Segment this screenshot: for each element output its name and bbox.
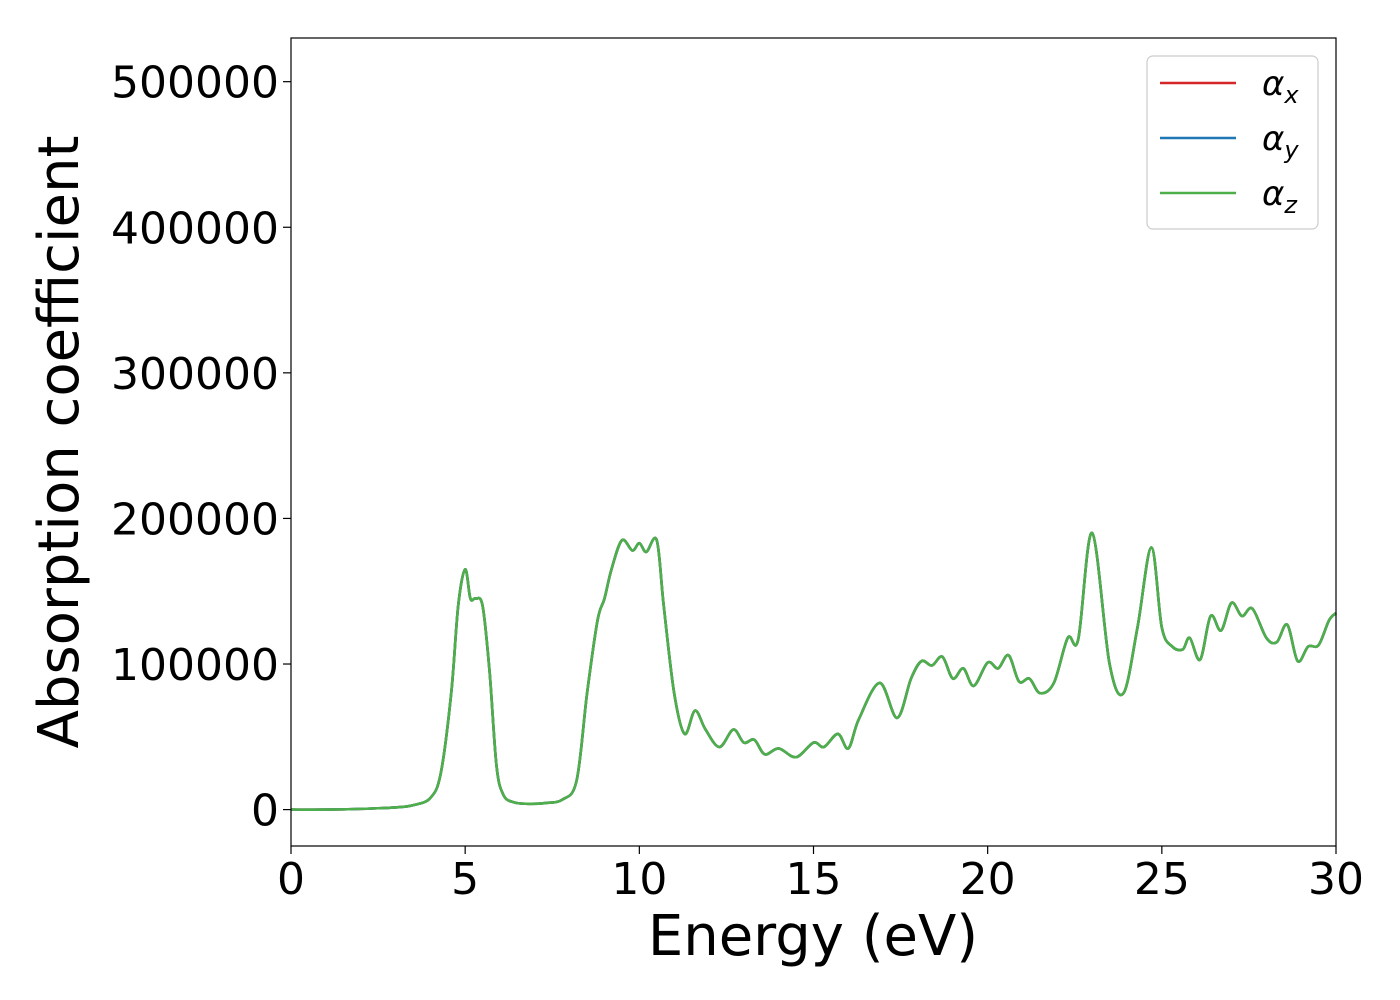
series-line-z [290, 531, 1337, 811]
y-tick-label: 400000 [111, 203, 279, 254]
legend-symbol: α [1262, 119, 1284, 159]
legend-label-x: αx [1262, 64, 1299, 109]
x-tick-label: 20 [960, 854, 1016, 905]
x-tick-label: 25 [1134, 854, 1190, 905]
x-tick-label: 5 [451, 854, 479, 905]
legend-label-y: αy [1262, 119, 1299, 164]
x-tick-label: 0 [277, 854, 305, 905]
y-axis-title: Absorption coefficient [27, 136, 92, 749]
x-tick-label: 15 [786, 854, 842, 905]
legend-box [1146, 55, 1319, 230]
legend-subscript: z [1283, 191, 1298, 219]
series-layer [290, 531, 1337, 811]
legend-label-z: αz [1262, 174, 1298, 219]
x-axis: 0 5 10 15 20 25 30 [277, 846, 1364, 905]
y-tick-label: 100000 [111, 640, 279, 691]
legend-subscript: y [1283, 136, 1299, 164]
legend-symbol: α [1262, 174, 1284, 214]
x-axis-title: Energy (eV) [648, 904, 978, 969]
y-tick-label: 200000 [111, 494, 279, 545]
x-tick-label: 30 [1308, 854, 1364, 905]
y-tick-label: 0 [251, 786, 279, 837]
y-tick-label: 300000 [111, 349, 279, 400]
y-tick-label: 500000 [111, 58, 279, 109]
y-axis: 0 100000 200000 300000 400000 500000 [111, 58, 291, 837]
legend-symbol: α [1262, 64, 1284, 104]
legend-subscript: x [1283, 81, 1299, 109]
x-tick-label: 10 [611, 854, 667, 905]
